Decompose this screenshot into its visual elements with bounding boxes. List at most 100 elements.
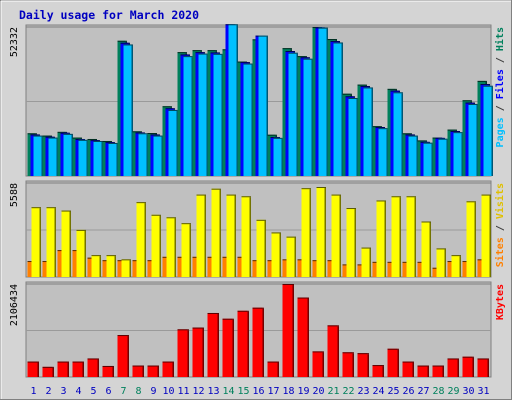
bar-side — [264, 220, 266, 277]
bar-face — [361, 247, 370, 277]
bar-side — [491, 86, 493, 176]
bar-face — [138, 133, 147, 176]
bar-top — [93, 140, 103, 142]
bar-top — [162, 106, 172, 108]
bar-top — [211, 188, 221, 190]
x-axis-label-day-23: 23 — [357, 386, 369, 397]
series-legend: Sites / Visits — [494, 183, 506, 267]
bar-face — [166, 217, 175, 277]
bar-face — [207, 312, 218, 377]
bar-face — [196, 194, 205, 277]
x-axis-label-day-28: 28 — [432, 386, 444, 397]
bar-top — [480, 84, 490, 86]
bar-top — [462, 100, 472, 102]
bar-top — [402, 361, 414, 363]
bar-top — [102, 140, 112, 142]
x-axis-label-day-13: 13 — [207, 386, 219, 397]
bar-sites-day-11 — [181, 223, 191, 277]
bar-top — [136, 202, 146, 204]
bar-face — [72, 361, 83, 377]
bar-top — [256, 219, 266, 221]
bar-side — [191, 57, 193, 176]
bar-side — [277, 362, 279, 377]
bar-side — [204, 195, 206, 277]
x-axis-label-day-22: 22 — [342, 386, 354, 397]
bar-top — [453, 132, 463, 134]
bar-side — [476, 104, 478, 176]
bar-face — [348, 97, 357, 176]
x-axis-label-day-20: 20 — [312, 386, 324, 397]
bar-side — [69, 211, 71, 277]
bar-top — [477, 80, 487, 82]
bar-face — [256, 219, 265, 277]
bar-side — [461, 133, 463, 176]
bar-face — [462, 356, 473, 377]
bar-sites-day-14 — [226, 194, 236, 277]
bar-top — [447, 358, 459, 360]
bar-top — [477, 358, 489, 360]
bar-top — [177, 329, 189, 331]
bar-side — [352, 353, 354, 377]
x-axis-label-day-16: 16 — [252, 386, 264, 397]
bar-side — [206, 54, 208, 176]
bar-side — [142, 366, 144, 377]
bar-top — [183, 56, 193, 58]
bar-face — [252, 307, 263, 377]
bar-kbytes-day-22 — [342, 352, 354, 377]
bar-face — [408, 135, 417, 176]
legend-part: / — [495, 51, 506, 69]
bar-pages-day-1 — [33, 135, 43, 176]
legend-part: / — [495, 99, 506, 117]
bar-face — [183, 56, 192, 176]
bar-face — [288, 52, 297, 176]
bar-top — [297, 56, 307, 58]
bar-face — [451, 255, 460, 277]
x-axis-label-day-1: 1 — [30, 386, 36, 397]
bar-face — [301, 188, 310, 277]
bar-sites-day-16 — [256, 219, 266, 277]
bar-face — [363, 87, 372, 176]
bar-face — [153, 135, 162, 176]
bar-side — [446, 139, 448, 176]
bar-pages-day-8 — [138, 133, 148, 176]
bar-face — [436, 248, 445, 277]
bar-sites-day-21 — [331, 194, 341, 277]
legend-part: Files — [494, 69, 506, 99]
bar-face — [151, 214, 160, 277]
bar-kbytes-day-23 — [357, 353, 369, 377]
y-axis-tick-label: 5588 — [9, 183, 20, 207]
x-axis-label-day-10: 10 — [162, 386, 174, 397]
bar-side — [187, 330, 189, 377]
bar-side — [294, 237, 296, 277]
bar-face — [423, 142, 432, 176]
bar-face — [258, 35, 267, 177]
x-axis-label-day-24: 24 — [372, 386, 384, 397]
bar-top — [60, 132, 70, 134]
bar-top — [348, 97, 358, 99]
bar-face — [162, 361, 173, 377]
bar-side — [369, 248, 371, 277]
bar-side — [86, 140, 88, 176]
x-axis-label-day-31: 31 — [477, 386, 489, 397]
bar-pages-day-23 — [363, 87, 373, 176]
bar-top — [435, 137, 445, 139]
bar-pages-day-13 — [213, 53, 223, 176]
bar-side — [382, 366, 384, 377]
bar-side — [459, 256, 461, 277]
bar-kbytes-day-6 — [102, 365, 114, 377]
x-axis-label-day-26: 26 — [402, 386, 414, 397]
bar-face — [27, 361, 38, 377]
y-axis-tick-label: 52332 — [9, 27, 20, 57]
bar-kbytes-day-16 — [252, 307, 264, 377]
bar-top — [345, 96, 355, 98]
bar-face — [211, 188, 220, 277]
bar-side — [386, 129, 388, 176]
bar-side — [159, 215, 161, 277]
bar-pages-day-3 — [63, 133, 73, 176]
bar-sites-day-22 — [346, 208, 356, 277]
bar-top — [378, 128, 388, 130]
bar-side — [157, 366, 159, 377]
bar-side — [174, 218, 176, 277]
bar-face — [213, 53, 222, 176]
